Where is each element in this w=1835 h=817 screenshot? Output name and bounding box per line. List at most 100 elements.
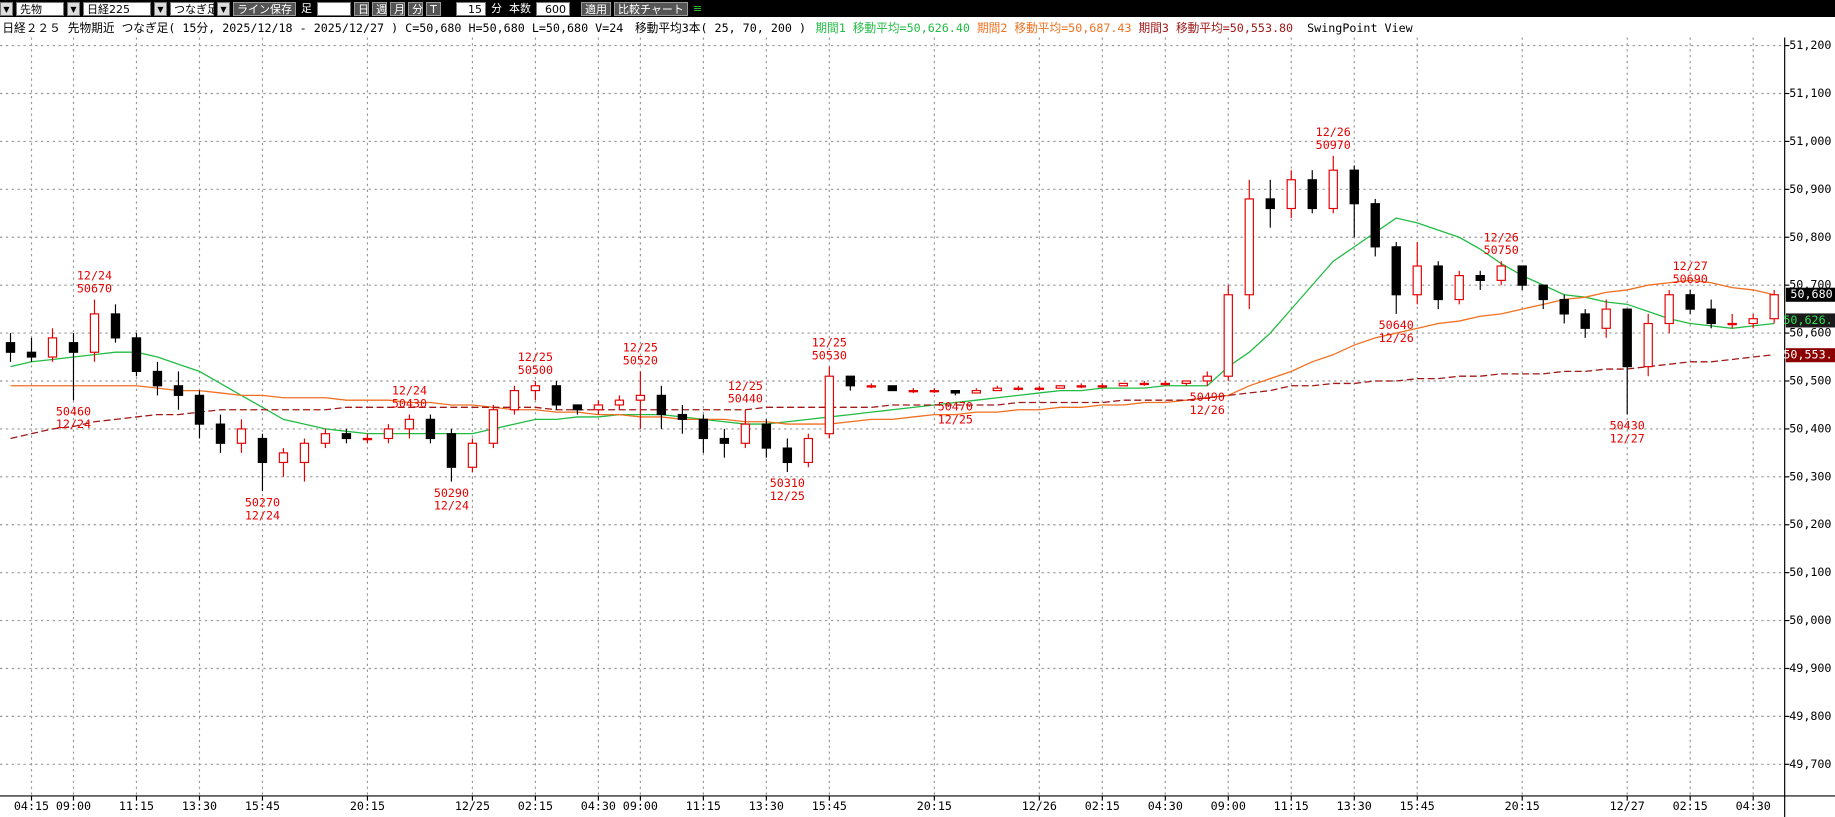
market-select[interactable]: 先物 bbox=[16, 1, 64, 16]
candle-body bbox=[1181, 380, 1191, 384]
x-tick-label: 15:45 bbox=[245, 799, 280, 813]
period-button[interactable]: 週 bbox=[372, 1, 387, 16]
swing-date: 12/26 bbox=[1484, 230, 1519, 244]
count-input[interactable]: 600 bbox=[536, 1, 570, 16]
select-arrow[interactable]: ▼ bbox=[67, 1, 80, 16]
swing-date: 12/25 bbox=[938, 412, 973, 426]
candle-body bbox=[1769, 294, 1779, 320]
candle-body bbox=[173, 385, 184, 396]
candle-body bbox=[1622, 308, 1632, 368]
candle-body bbox=[1265, 198, 1275, 210]
candle-body bbox=[1433, 265, 1443, 301]
x-tick-label: 09:00 bbox=[56, 799, 91, 813]
x-tick-label: 11:15 bbox=[1274, 799, 1309, 813]
apply-button[interactable]: 適用 bbox=[581, 1, 611, 16]
swing-date: 12/25 bbox=[623, 341, 658, 355]
candle-body bbox=[992, 387, 1003, 392]
interval-unit: 分 bbox=[491, 1, 502, 15]
y-tick-label: 49,800 bbox=[1789, 709, 1831, 723]
candle-body bbox=[1370, 203, 1380, 248]
swing-price: 50520 bbox=[623, 353, 658, 367]
candle-body bbox=[26, 351, 37, 358]
x-tick-label: 12/27 bbox=[1610, 799, 1645, 813]
candle-body bbox=[1559, 298, 1569, 315]
candle-body bbox=[362, 437, 373, 441]
price-marker bbox=[1785, 313, 1835, 328]
swing-date: 12/25 bbox=[812, 336, 847, 350]
compare-button[interactable]: 比較チャート bbox=[614, 1, 688, 16]
candle-body bbox=[509, 389, 520, 411]
swing-date: 12/25 bbox=[728, 379, 763, 393]
bar-input[interactable] bbox=[317, 1, 351, 16]
candle-body bbox=[719, 437, 730, 444]
ma-line bbox=[10, 354, 1775, 440]
select-arrow[interactable]: ▼ bbox=[217, 1, 230, 16]
candle-body bbox=[383, 428, 394, 440]
y-tick-label: 50,900 bbox=[1789, 182, 1831, 196]
candle-body bbox=[1034, 387, 1044, 390]
candle-body bbox=[1307, 179, 1317, 210]
price-marker-label: 50,626. bbox=[1783, 313, 1832, 327]
candle-body bbox=[488, 409, 499, 444]
candle-body bbox=[404, 418, 415, 430]
candle-body bbox=[1055, 385, 1065, 389]
x-tick-label: 04:15 bbox=[14, 799, 49, 813]
price-marker bbox=[1785, 287, 1835, 302]
period-button[interactable]: 日 bbox=[354, 1, 369, 16]
candle-body bbox=[1664, 294, 1674, 325]
candle-body bbox=[782, 447, 793, 464]
x-tick-label: 02:15 bbox=[1673, 799, 1708, 813]
candle-body bbox=[425, 418, 436, 440]
save-button[interactable]: ライン保存 bbox=[233, 1, 296, 16]
view-label: SwingPoint View bbox=[1307, 21, 1414, 35]
swing-price: 50970 bbox=[1316, 138, 1351, 152]
y-tick-label: 50,300 bbox=[1789, 469, 1831, 483]
candle-body bbox=[1244, 198, 1254, 296]
candle-body bbox=[1748, 318, 1758, 325]
x-tick-label: 15:45 bbox=[812, 799, 847, 813]
symbol-select[interactable]: 日経225 bbox=[83, 1, 151, 16]
swing-date: 12/24 bbox=[77, 269, 112, 283]
swing-date: 12/24 bbox=[245, 508, 280, 522]
y-tick-label: 51,200 bbox=[1789, 38, 1831, 52]
swing-date: 12/24 bbox=[56, 417, 91, 431]
legend-entry: 期間2 移動平均=50,687.43 bbox=[977, 21, 1132, 35]
period-button[interactable]: T bbox=[426, 1, 441, 16]
x-tick-label: 20:15 bbox=[350, 799, 385, 813]
candle-body bbox=[1328, 169, 1338, 210]
ma-title: 移動平均3本( 25, 70, 200 ) bbox=[635, 21, 806, 35]
y-tick-label: 51,000 bbox=[1789, 134, 1831, 148]
chart-icon[interactable]: ≡ bbox=[692, 1, 703, 15]
candle-body bbox=[1202, 375, 1212, 382]
select-arrow[interactable]: ▼ bbox=[154, 1, 167, 16]
period-button[interactable]: 分 bbox=[408, 1, 423, 16]
menu-arrow[interactable]: ▼ bbox=[0, 1, 13, 16]
price-marker bbox=[1785, 348, 1835, 363]
swing-date: 12/27 bbox=[1673, 259, 1708, 273]
period-button[interactable]: 月 bbox=[390, 1, 405, 16]
swing-price: 50530 bbox=[812, 349, 847, 363]
candle-body bbox=[1601, 308, 1611, 329]
y-tick-label: 49,700 bbox=[1789, 757, 1831, 771]
swing-date: 12/24 bbox=[434, 499, 469, 513]
chart-header: 日経２２５ 先物期近 つなぎ足( 15分, 2025/12/18 - 2025/… bbox=[2, 21, 1413, 35]
y-tick-label: 50,400 bbox=[1789, 421, 1831, 435]
y-tick-label: 51,100 bbox=[1789, 86, 1831, 100]
x-tick-label: 02:15 bbox=[1085, 799, 1120, 813]
candle-body bbox=[1727, 322, 1737, 326]
interval-input[interactable]: 15 bbox=[456, 1, 486, 16]
candle-body bbox=[1391, 246, 1401, 296]
mode-select[interactable]: つなぎ足 bbox=[170, 1, 218, 16]
candle-body bbox=[1160, 382, 1170, 386]
candle-body bbox=[257, 437, 268, 464]
x-tick-label: 12/26 bbox=[1022, 799, 1057, 813]
candle-body bbox=[1223, 294, 1233, 377]
candle-body bbox=[593, 404, 604, 411]
candle-body bbox=[278, 452, 289, 464]
candle-body bbox=[1097, 385, 1107, 388]
candle-body bbox=[530, 385, 541, 392]
candle-body bbox=[803, 437, 814, 464]
swing-date: 12/25 bbox=[770, 489, 805, 503]
swing-price: 50670 bbox=[77, 282, 112, 296]
